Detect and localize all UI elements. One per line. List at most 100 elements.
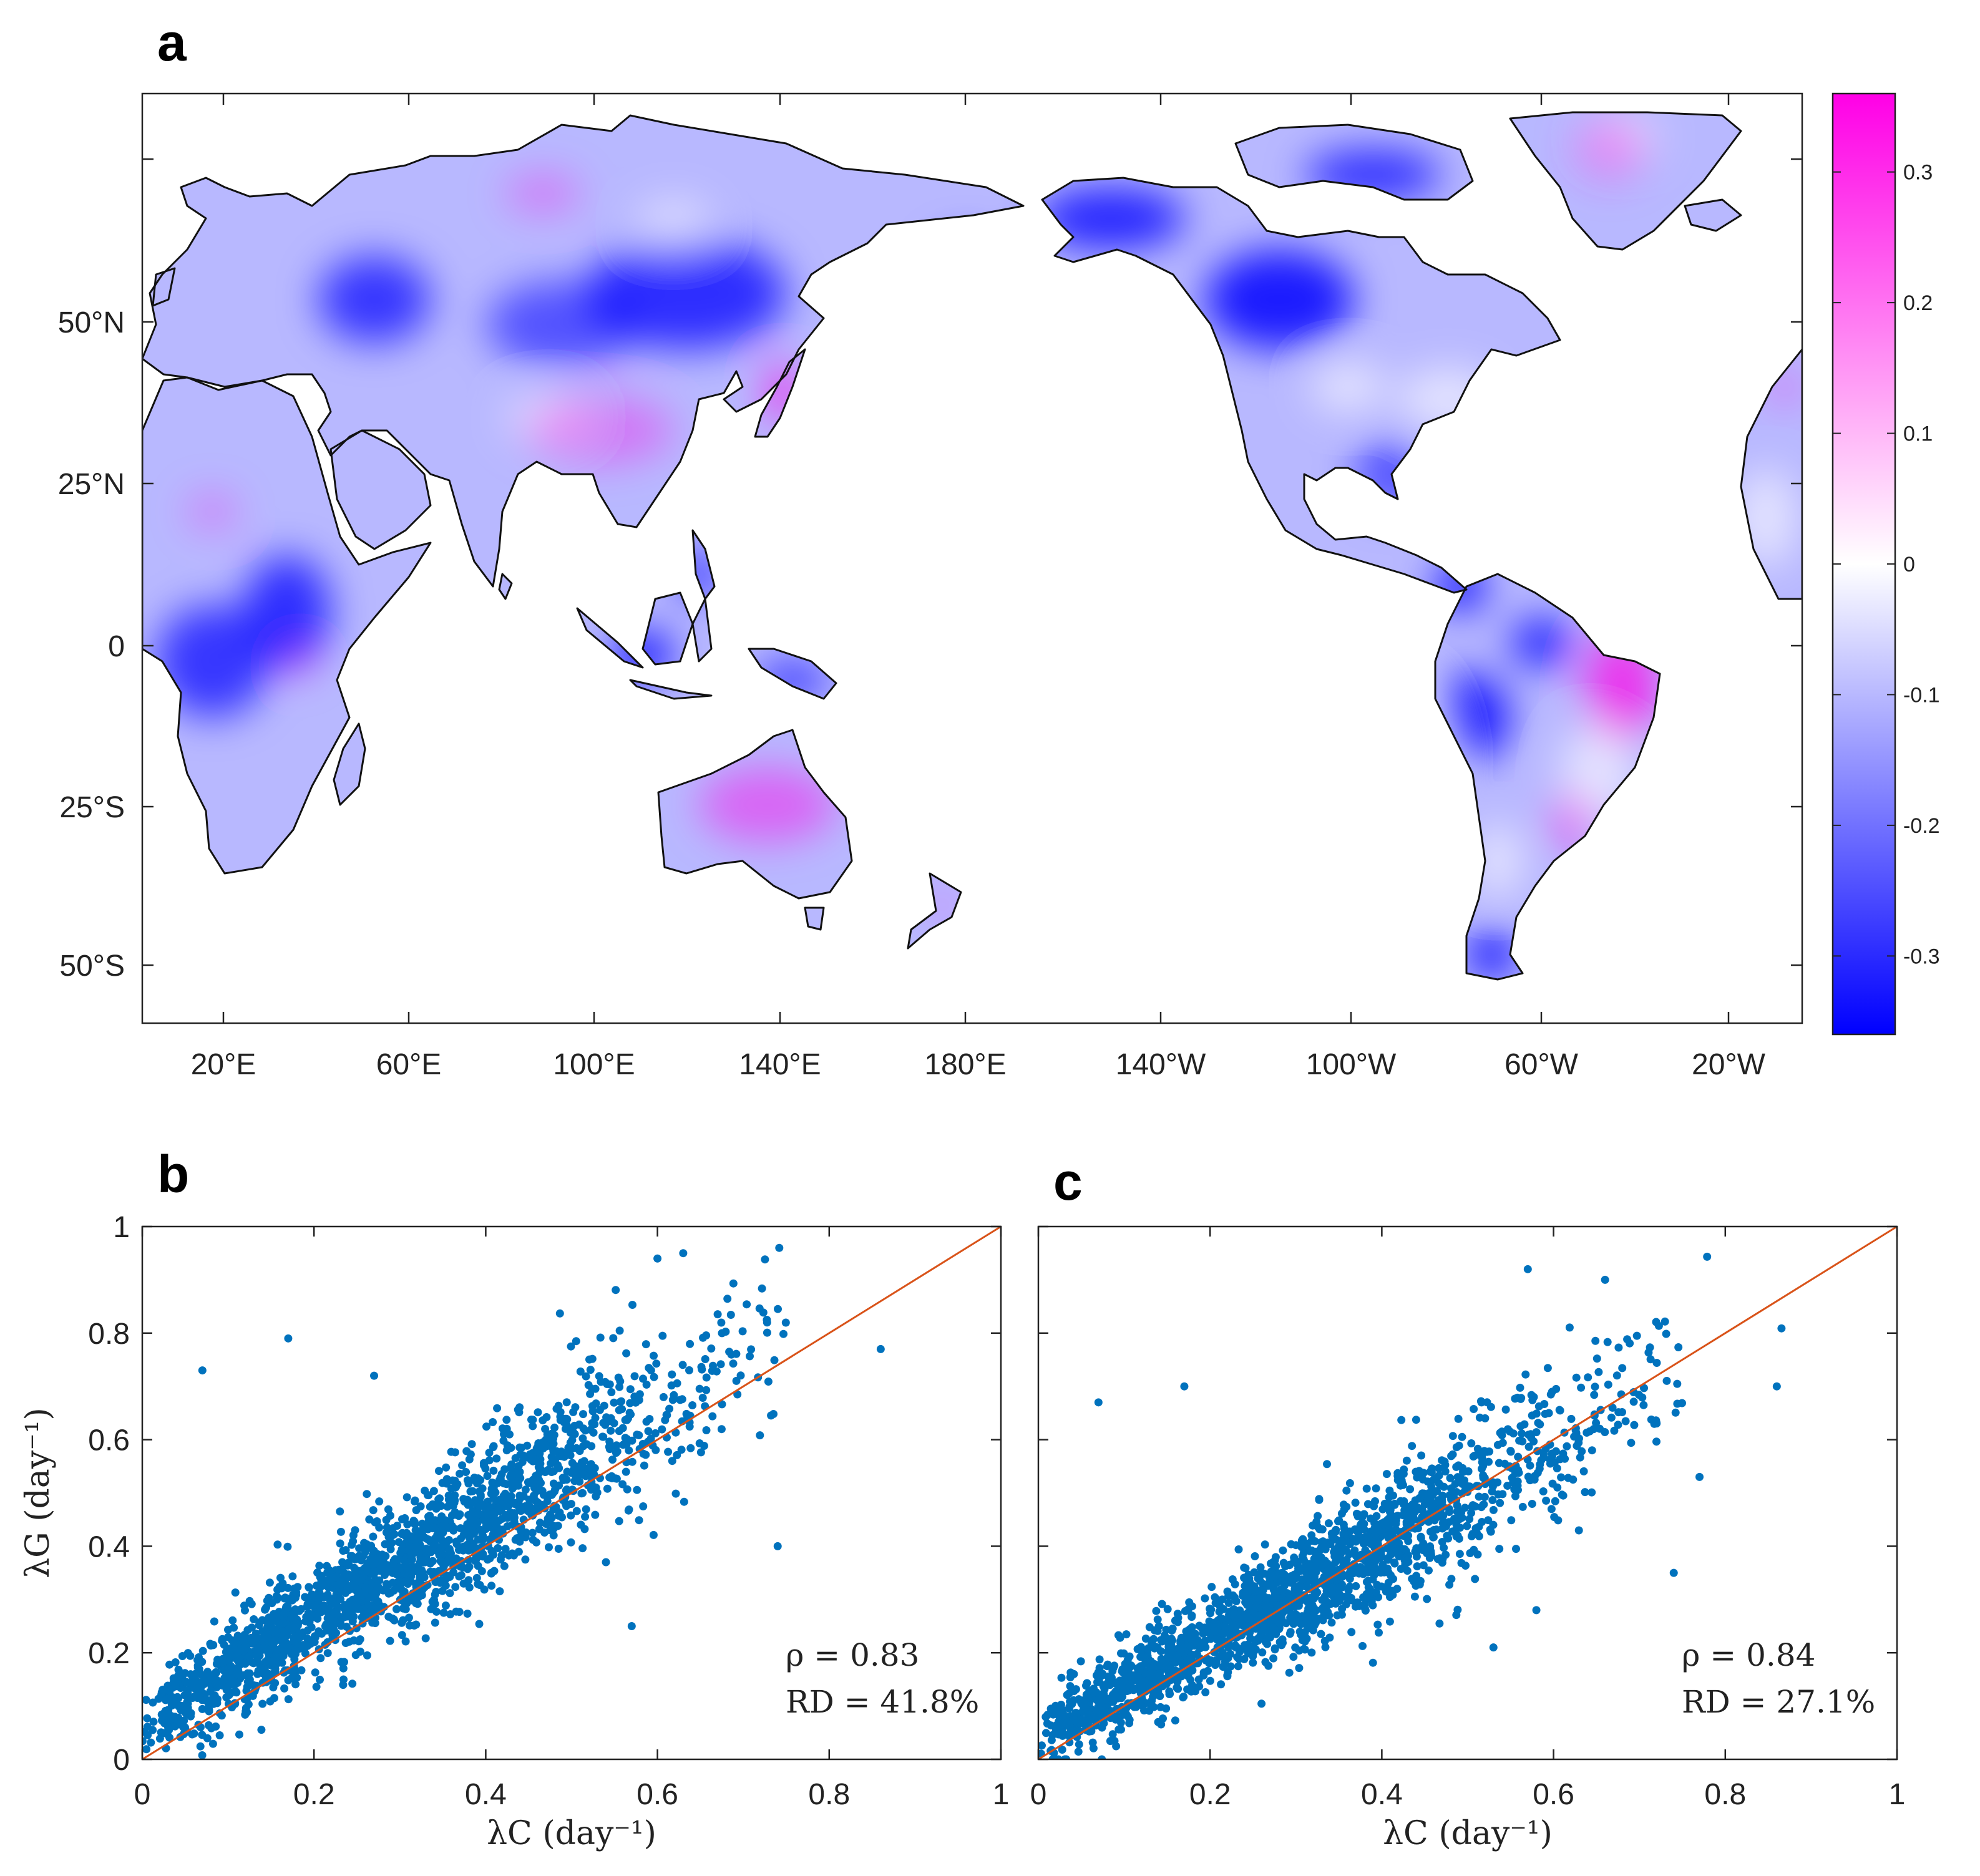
scatter-point bbox=[622, 1349, 631, 1358]
scatter-point bbox=[677, 1446, 686, 1454]
scatter-point bbox=[627, 1622, 636, 1630]
scatter-point bbox=[1646, 1343, 1654, 1352]
scatter-point bbox=[650, 1373, 658, 1381]
scatter-point bbox=[700, 1442, 708, 1450]
scatter-point bbox=[171, 1658, 180, 1666]
scatter-point bbox=[562, 1398, 571, 1407]
scatter-point bbox=[572, 1444, 581, 1452]
scatter-point bbox=[198, 1658, 207, 1666]
scatter-point bbox=[354, 1637, 363, 1646]
scatter-point bbox=[759, 1308, 768, 1317]
scatter-point bbox=[190, 1693, 198, 1701]
scatter-point bbox=[1136, 1687, 1145, 1696]
scatter-point bbox=[1257, 1570, 1265, 1579]
rd-annotation-b: RD = 41.8% bbox=[786, 1684, 979, 1720]
scatter-point bbox=[582, 1505, 590, 1514]
scatter-point bbox=[702, 1373, 711, 1382]
scatter-point bbox=[1573, 1442, 1581, 1450]
scatter-point bbox=[1539, 1448, 1548, 1457]
scatter-point bbox=[1234, 1662, 1242, 1671]
scatter-point bbox=[478, 1529, 487, 1537]
scatter-point bbox=[562, 1486, 570, 1495]
scatter-point bbox=[1608, 1403, 1617, 1412]
scatter-point bbox=[717, 1425, 726, 1434]
scatter-point bbox=[388, 1614, 397, 1623]
scatter-point bbox=[1594, 1368, 1603, 1376]
scatter-point bbox=[612, 1442, 620, 1450]
scatter-point bbox=[723, 1295, 732, 1303]
scatter-point bbox=[414, 1593, 423, 1601]
scatter-point bbox=[278, 1579, 287, 1588]
scatter-point bbox=[168, 1701, 176, 1710]
scatter-point bbox=[248, 1623, 256, 1632]
scatter-point bbox=[518, 1505, 527, 1514]
coastline bbox=[629, 679, 713, 700]
scatter-point bbox=[1206, 1609, 1214, 1618]
scatter-point bbox=[1512, 1545, 1520, 1553]
scatter-point bbox=[344, 1570, 353, 1579]
scatter-point bbox=[142, 1696, 150, 1704]
coastline bbox=[152, 267, 176, 307]
scatter-point bbox=[344, 1558, 353, 1567]
scatter-point bbox=[1358, 1513, 1367, 1522]
field-patch bbox=[587, 237, 786, 349]
scatter-point bbox=[257, 1726, 266, 1734]
scatter-point bbox=[475, 1620, 484, 1628]
scatter-point bbox=[339, 1664, 348, 1673]
scatter-point bbox=[351, 1651, 360, 1660]
scatter-point bbox=[1489, 1643, 1498, 1652]
scatter-point bbox=[1368, 1535, 1377, 1544]
scatter-point bbox=[459, 1530, 468, 1539]
scatter-point bbox=[569, 1407, 578, 1416]
scatter-point bbox=[339, 1547, 348, 1555]
scatter-point bbox=[445, 1545, 454, 1553]
scatter-point bbox=[410, 1621, 419, 1630]
scatter-point bbox=[1163, 1663, 1171, 1671]
scatter-point bbox=[426, 1502, 434, 1511]
scatter-point bbox=[147, 1738, 155, 1747]
scatter-point bbox=[588, 1407, 597, 1416]
scatter-point bbox=[369, 1561, 378, 1570]
scatter-point bbox=[1066, 1668, 1075, 1677]
field-patch bbox=[1473, 824, 1523, 898]
scatter-point bbox=[1393, 1472, 1402, 1480]
scatter-point bbox=[1630, 1421, 1639, 1429]
scatter-point bbox=[1618, 1364, 1627, 1373]
scatter-point bbox=[475, 1487, 484, 1496]
scatter-point bbox=[1154, 1687, 1163, 1696]
scatter-point bbox=[1618, 1408, 1626, 1416]
scatter-point bbox=[1435, 1464, 1443, 1472]
scatter-point bbox=[1455, 1441, 1463, 1450]
scatter-point bbox=[1415, 1494, 1424, 1502]
scatter-point bbox=[1419, 1539, 1428, 1548]
field-patch bbox=[1573, 119, 1647, 181]
scatter-point bbox=[673, 1379, 681, 1388]
scatter-point bbox=[1312, 1618, 1320, 1627]
scatter-point bbox=[668, 1396, 677, 1404]
scatter-point bbox=[1066, 1726, 1075, 1735]
scatter-point bbox=[386, 1562, 394, 1570]
scatter-point bbox=[1587, 1446, 1596, 1455]
scatter-point bbox=[602, 1558, 610, 1567]
scatter-point bbox=[1053, 1722, 1061, 1731]
scatter-panel-c: 0 0.2 0.4 0.6 0.8 1 ρ = 0.84 RD = 27.1% λC (d… bbox=[1030, 1225, 1905, 1852]
scatter-point bbox=[1534, 1402, 1543, 1411]
scatter-point bbox=[421, 1486, 429, 1495]
scatter-point bbox=[1635, 1391, 1643, 1399]
scatter-point bbox=[738, 1327, 747, 1336]
scatter-point bbox=[562, 1475, 571, 1484]
scatter-point bbox=[1639, 1401, 1648, 1409]
scatter-point bbox=[1232, 1643, 1241, 1652]
scatter-point bbox=[364, 1601, 373, 1610]
scatter-point bbox=[514, 1462, 523, 1470]
scatter-point bbox=[1095, 1655, 1104, 1664]
scatter-point bbox=[599, 1432, 608, 1441]
scatter-point bbox=[424, 1535, 433, 1544]
scatter-point bbox=[444, 1491, 453, 1500]
scatter-point bbox=[1446, 1474, 1455, 1482]
scatter-point bbox=[626, 1385, 635, 1394]
scatter-point bbox=[570, 1421, 579, 1430]
scatter-point bbox=[222, 1686, 231, 1694]
scatter-point bbox=[472, 1573, 481, 1582]
scatter-point bbox=[1346, 1568, 1355, 1577]
